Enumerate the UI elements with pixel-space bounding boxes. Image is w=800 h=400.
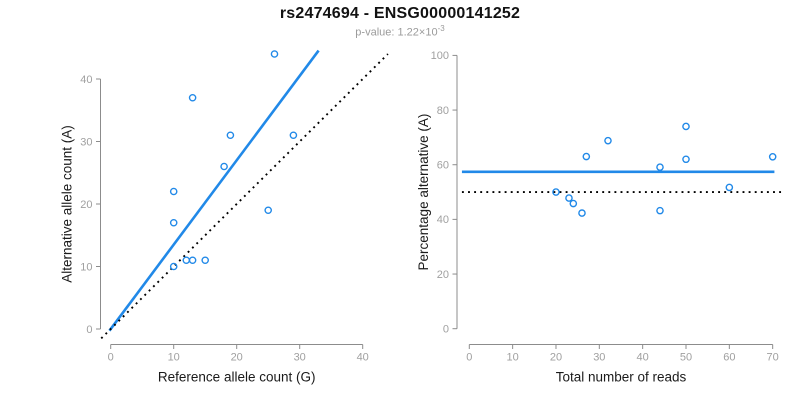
data-point [169,187,178,196]
data-point [552,188,560,196]
x-tick-label: 40 [637,352,649,364]
y-tick-label: 30 [80,136,92,148]
data-point [188,93,197,102]
chart-title: rs2474694 - ENSG00000141252 [279,5,521,22]
x-tick-label: 50 [680,352,692,364]
data-point [582,152,591,161]
data-point [578,209,586,217]
data-point [270,50,279,58]
x-axis: 0 10 20 30 40 [108,344,369,364]
y-tick-label: 40 [437,214,449,226]
data-point [220,162,228,171]
x-tick-label: 30 [294,352,306,364]
data-point [565,194,573,202]
x-tick-label: 0 [466,352,472,364]
x-tick-label: 70 [767,352,779,364]
x-tick-label: 60 [723,352,735,364]
x-axis: 0 10 20 30 40 50 60 70 [466,344,779,364]
data-point [682,155,690,164]
percentage-reads-plot: 0 10 20 30 40 50 60 70 Total number of reads 0 20 4… [416,50,784,385]
data-point [656,163,664,171]
y-axis-title: Alternative allele count (A) [60,125,75,283]
fit-line [108,49,320,332]
p-value-subtitle: p-value: 1.22×10-3 [0,24,800,39]
y-axis: 0 20 40 60 80 100 [431,50,458,336]
data-point [226,131,235,140]
x-tick-label: 10 [168,352,180,364]
data-point [264,206,273,215]
y-axis-title: Percentage alternative (A) [416,114,431,271]
data-point [656,206,664,215]
y-tick-label: 0 [443,324,449,336]
x-tick-label: 40 [357,352,369,364]
p-value-text: p-value: 1.22×10 [355,26,438,39]
y-tick-label: 0 [86,324,92,336]
p-value-exponent: -3 [437,24,445,33]
data-point [201,256,209,265]
data-point [569,199,578,208]
data-point [169,218,178,227]
data-point [725,183,734,192]
data-point [682,122,690,131]
x-axis-title: Reference allele count (G) [158,370,316,385]
data-points [552,122,777,217]
y-tick-label: 10 [80,261,92,273]
data-point [768,152,777,161]
x-axis-title: Total number of reads [556,370,687,385]
y-tick-label: 40 [80,74,92,86]
x-tick-label: 20 [231,352,243,364]
x-tick-label: 30 [593,352,605,364]
data-points [169,50,298,271]
data-point [289,131,298,140]
y-tick-label: 100 [431,50,449,62]
x-tick-label: 0 [108,352,114,364]
y-tick-label: 20 [80,199,92,211]
y-axis: 0 10 20 30 40 [80,74,101,336]
data-point [188,256,197,265]
y-tick-label: 20 [437,269,449,281]
data-point [604,136,612,145]
data-point [169,262,178,271]
data-point [182,256,191,265]
x-tick-label: 10 [507,352,519,364]
y-tick-label: 60 [437,160,449,172]
x-tick-label: 20 [550,352,562,364]
y-tick-label: 80 [437,105,449,117]
allele-count-plot: 0 10 20 30 40 Reference allele count (G) 0 10 20… [60,49,389,385]
identity-line [100,53,389,340]
